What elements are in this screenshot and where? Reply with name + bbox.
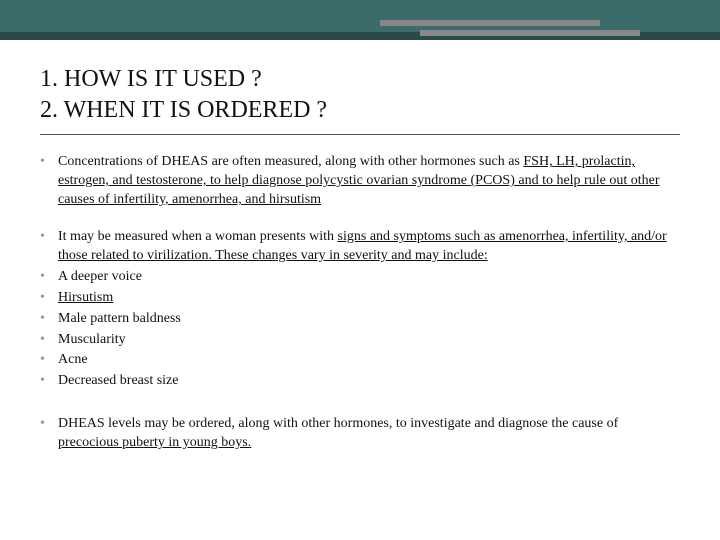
- symptom-text: Muscularity: [58, 332, 126, 347]
- bullet-symptom: Muscularity: [58, 331, 680, 350]
- bullet-symptom: Male pattern baldness: [58, 310, 680, 329]
- text-underlined: precocious puberty in young boys.: [58, 435, 251, 450]
- accent-decoration: [380, 20, 600, 26]
- title-line-2: 2. WHEN IT IS ORDERED ?: [40, 97, 327, 123]
- text-lead: Concentrations of DHEAS are often measur…: [58, 154, 523, 169]
- title-line-1: 1. HOW IS IT USED ?: [40, 66, 262, 92]
- paragraph-block-2: It may be measured when a woman presents…: [40, 228, 680, 391]
- bullet-symptom: Decreased breast size: [58, 372, 680, 391]
- paragraph-block-3: DHEAS levels may be ordered, along with …: [40, 415, 680, 453]
- bullet-precocious: DHEAS levels may be ordered, along with …: [58, 415, 680, 453]
- title-underline: [40, 134, 680, 135]
- symptom-text: Male pattern baldness: [58, 311, 181, 326]
- bullet-symptom: Hirsutism: [58, 289, 680, 308]
- symptom-text: Hirsutism: [58, 290, 113, 305]
- bullet-symptom: A deeper voice: [58, 268, 680, 287]
- paragraph-block-1: Concentrations of DHEAS are often measur…: [40, 153, 680, 210]
- symptom-text: Acne: [58, 352, 88, 367]
- bullet-symptom: Acne: [58, 351, 680, 370]
- bullet-concentrations: Concentrations of DHEAS are often measur…: [58, 153, 680, 210]
- slide-content: 1. HOW IS IT USED ? 2. WHEN IT IS ORDERE…: [40, 64, 680, 471]
- slide-title: 1. HOW IS IT USED ? 2. WHEN IT IS ORDERE…: [40, 64, 680, 126]
- text-lead: It may be measured when a woman presents…: [58, 229, 338, 244]
- symptom-text: A deeper voice: [58, 269, 142, 284]
- symptom-text: Decreased breast size: [58, 373, 178, 388]
- text-lead: DHEAS levels may be ordered, along with …: [58, 416, 618, 431]
- bullet-measured-when: It may be measured when a woman presents…: [58, 228, 680, 266]
